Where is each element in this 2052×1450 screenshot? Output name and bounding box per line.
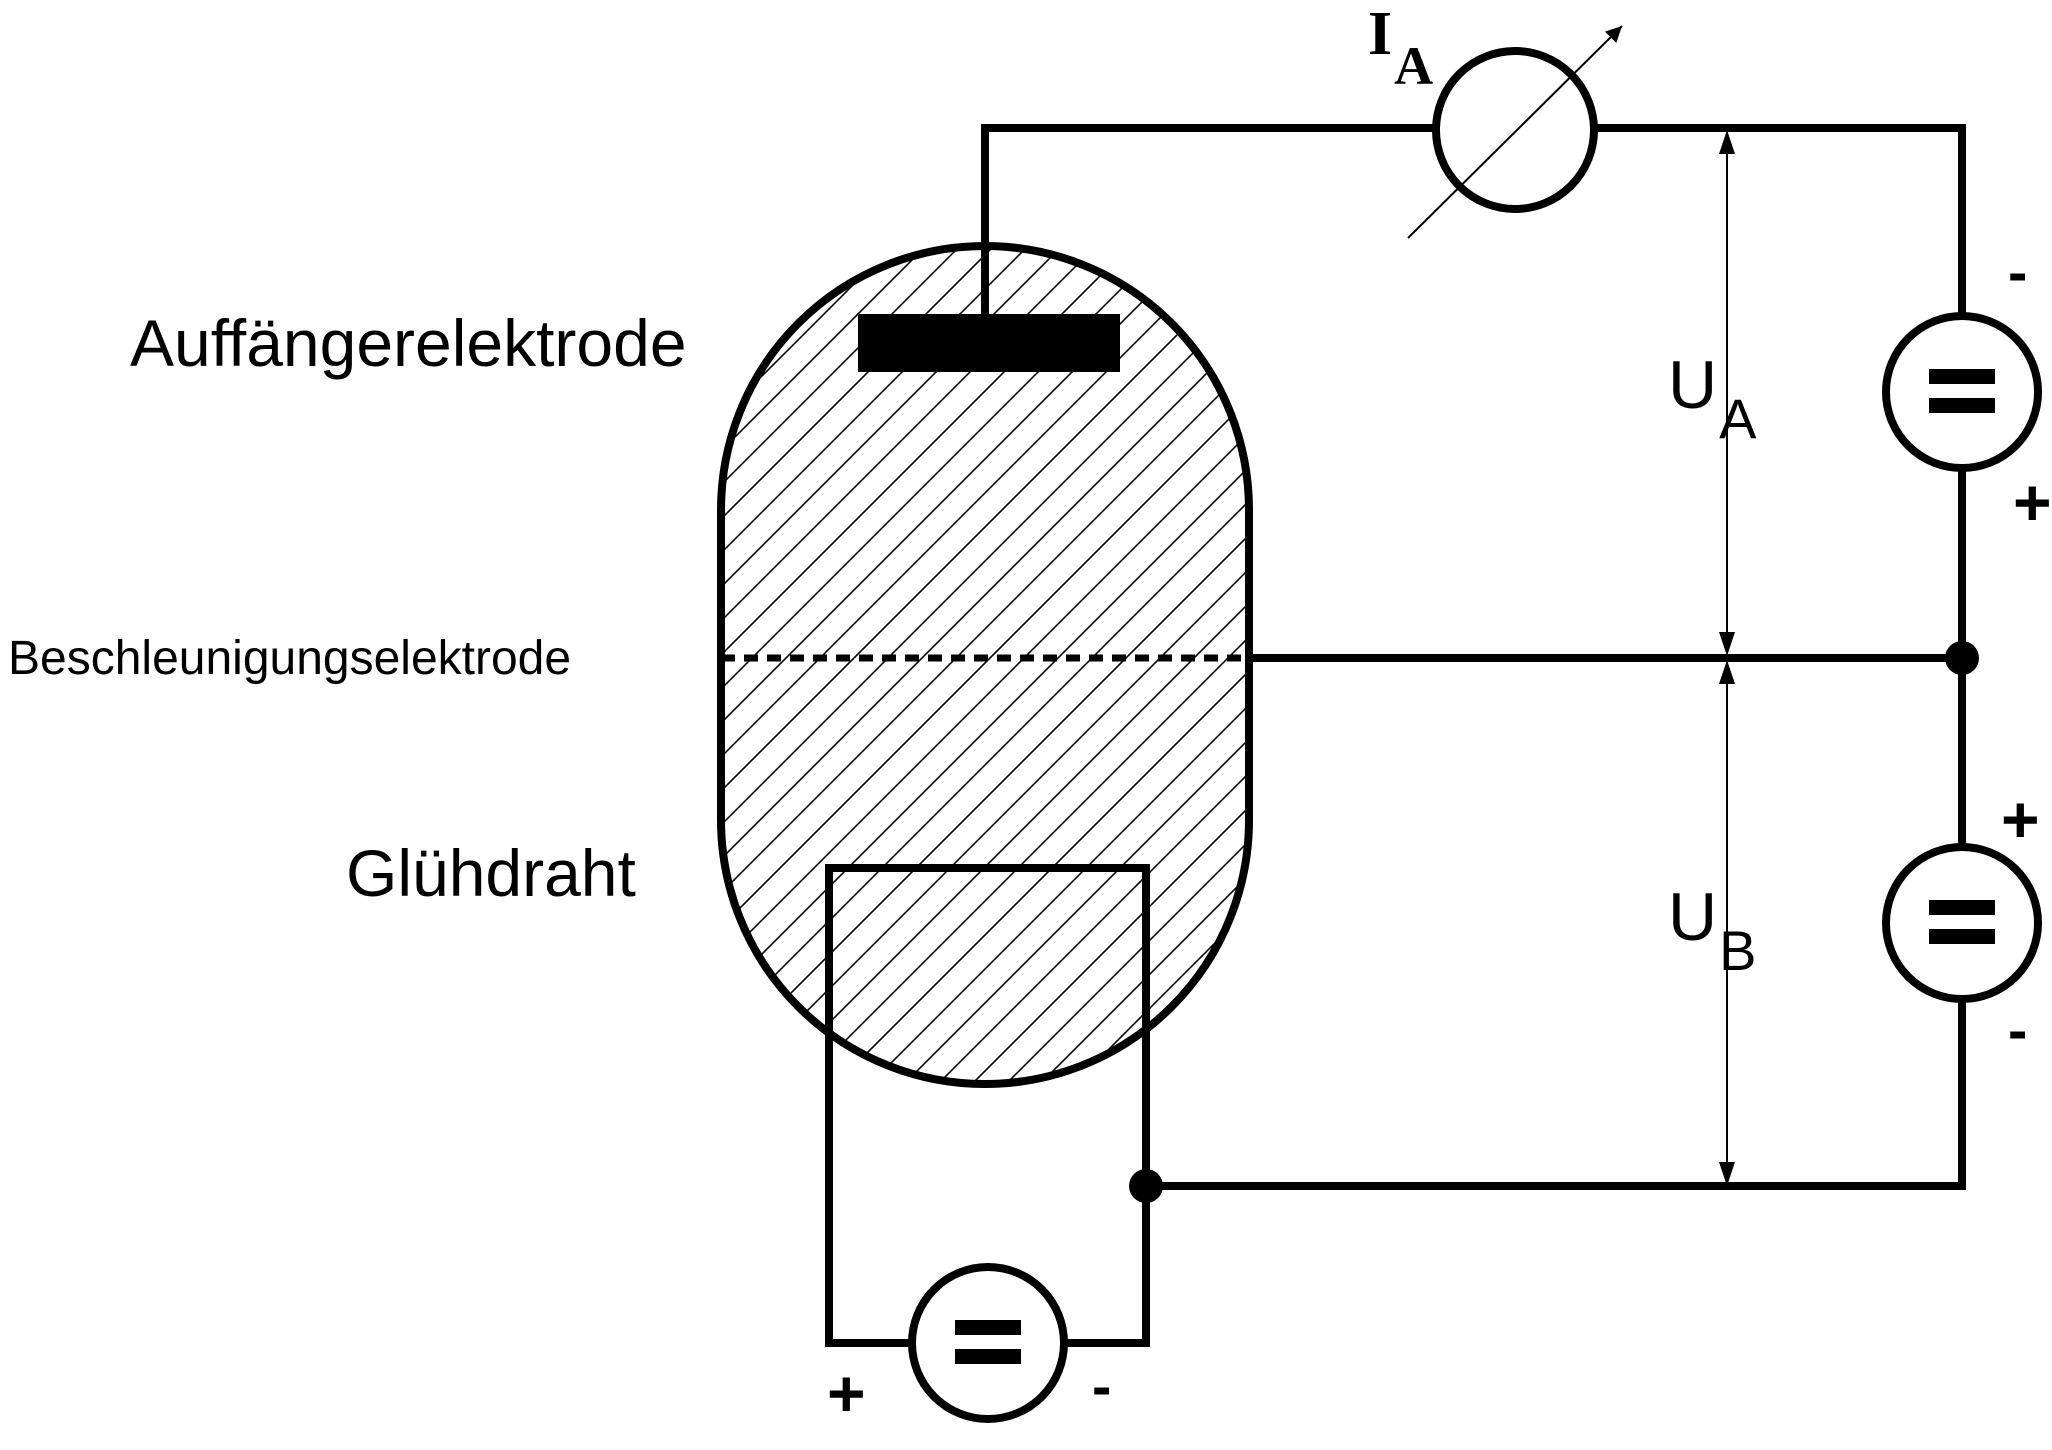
hatch-line: [721, 246, 1249, 1084]
ammeter-icon: [1407, 25, 1623, 239]
dc-source-icon: [908, 1263, 1068, 1423]
source-b-bottom-sign: -: [2008, 998, 2027, 1063]
hatch-line: [721, 246, 1249, 1084]
dc-source-icon: [1882, 843, 2042, 1003]
source-a-top-sign: -: [2008, 240, 2027, 305]
dc-source-icon: [1882, 312, 2042, 472]
voltage-a-arrowhead-bottom: [1719, 632, 1735, 656]
upper-right-wire: [1590, 124, 1966, 320]
hatch-line: [721, 246, 935, 935]
junction-dot-filament: [1129, 1169, 1163, 1203]
hatch-line: [721, 246, 1207, 1084]
junction-dot-grid: [1945, 641, 1979, 675]
hatch-line: [721, 246, 1249, 1084]
hatch-line: [721, 246, 1249, 1084]
filament-source-left-sign: +: [827, 1356, 866, 1430]
bottom-return-wire: [1142, 998, 1966, 1190]
hatch-line: [721, 246, 1249, 1084]
collector-electrode-plate: [858, 314, 1120, 372]
hatch-line: [721, 246, 1249, 1084]
voltage-a-label: UA: [1668, 347, 1757, 450]
hatch-line: [721, 246, 1249, 1084]
voltage-b-arrowhead-top: [1719, 660, 1735, 684]
filament-wire: [825, 864, 1150, 1347]
hatch-line: [721, 246, 1249, 1084]
hatch-line: [721, 246, 969, 969]
source-b-top-sign: +: [2001, 782, 2040, 856]
hatch-line: [721, 246, 1173, 1084]
hatch-line: [721, 246, 1249, 1084]
hatch-line: [721, 246, 1249, 1084]
filament-label: Glühdraht: [346, 836, 636, 910]
hatch-line: [721, 246, 1249, 1084]
hatch-line: [721, 246, 1249, 1084]
hatch-line: [721, 246, 1105, 1084]
voltage-a-arrowhead-top: [1719, 130, 1735, 154]
voltage-b-arrowhead-bottom: [1719, 1162, 1735, 1186]
collector-lead-wire: [981, 124, 1440, 318]
hatch-line: [721, 246, 901, 901]
ammeter-label: IA: [1368, 0, 1433, 96]
hatch-line: [721, 246, 1249, 1084]
hatch-line: [721, 246, 1139, 1084]
hatch-line: [721, 246, 1249, 1084]
hatch-line: [721, 246, 1241, 1084]
acceleration-electrode-label: Beschleunigungselektrode: [8, 632, 571, 685]
hatch-line: [721, 246, 1249, 1084]
hatch-line: [721, 246, 1249, 1084]
voltage-b-label: UB: [1668, 879, 1756, 982]
collector-electrode-label: Auffängerelektrode: [130, 306, 687, 380]
tube-outline: [717, 242, 1253, 1088]
source-a-bottom-sign: +: [2013, 465, 2052, 539]
hatch-line: [721, 246, 1249, 1084]
hatch-line: [721, 246, 1249, 1084]
filament-source-right-sign: -: [1092, 1354, 1111, 1419]
